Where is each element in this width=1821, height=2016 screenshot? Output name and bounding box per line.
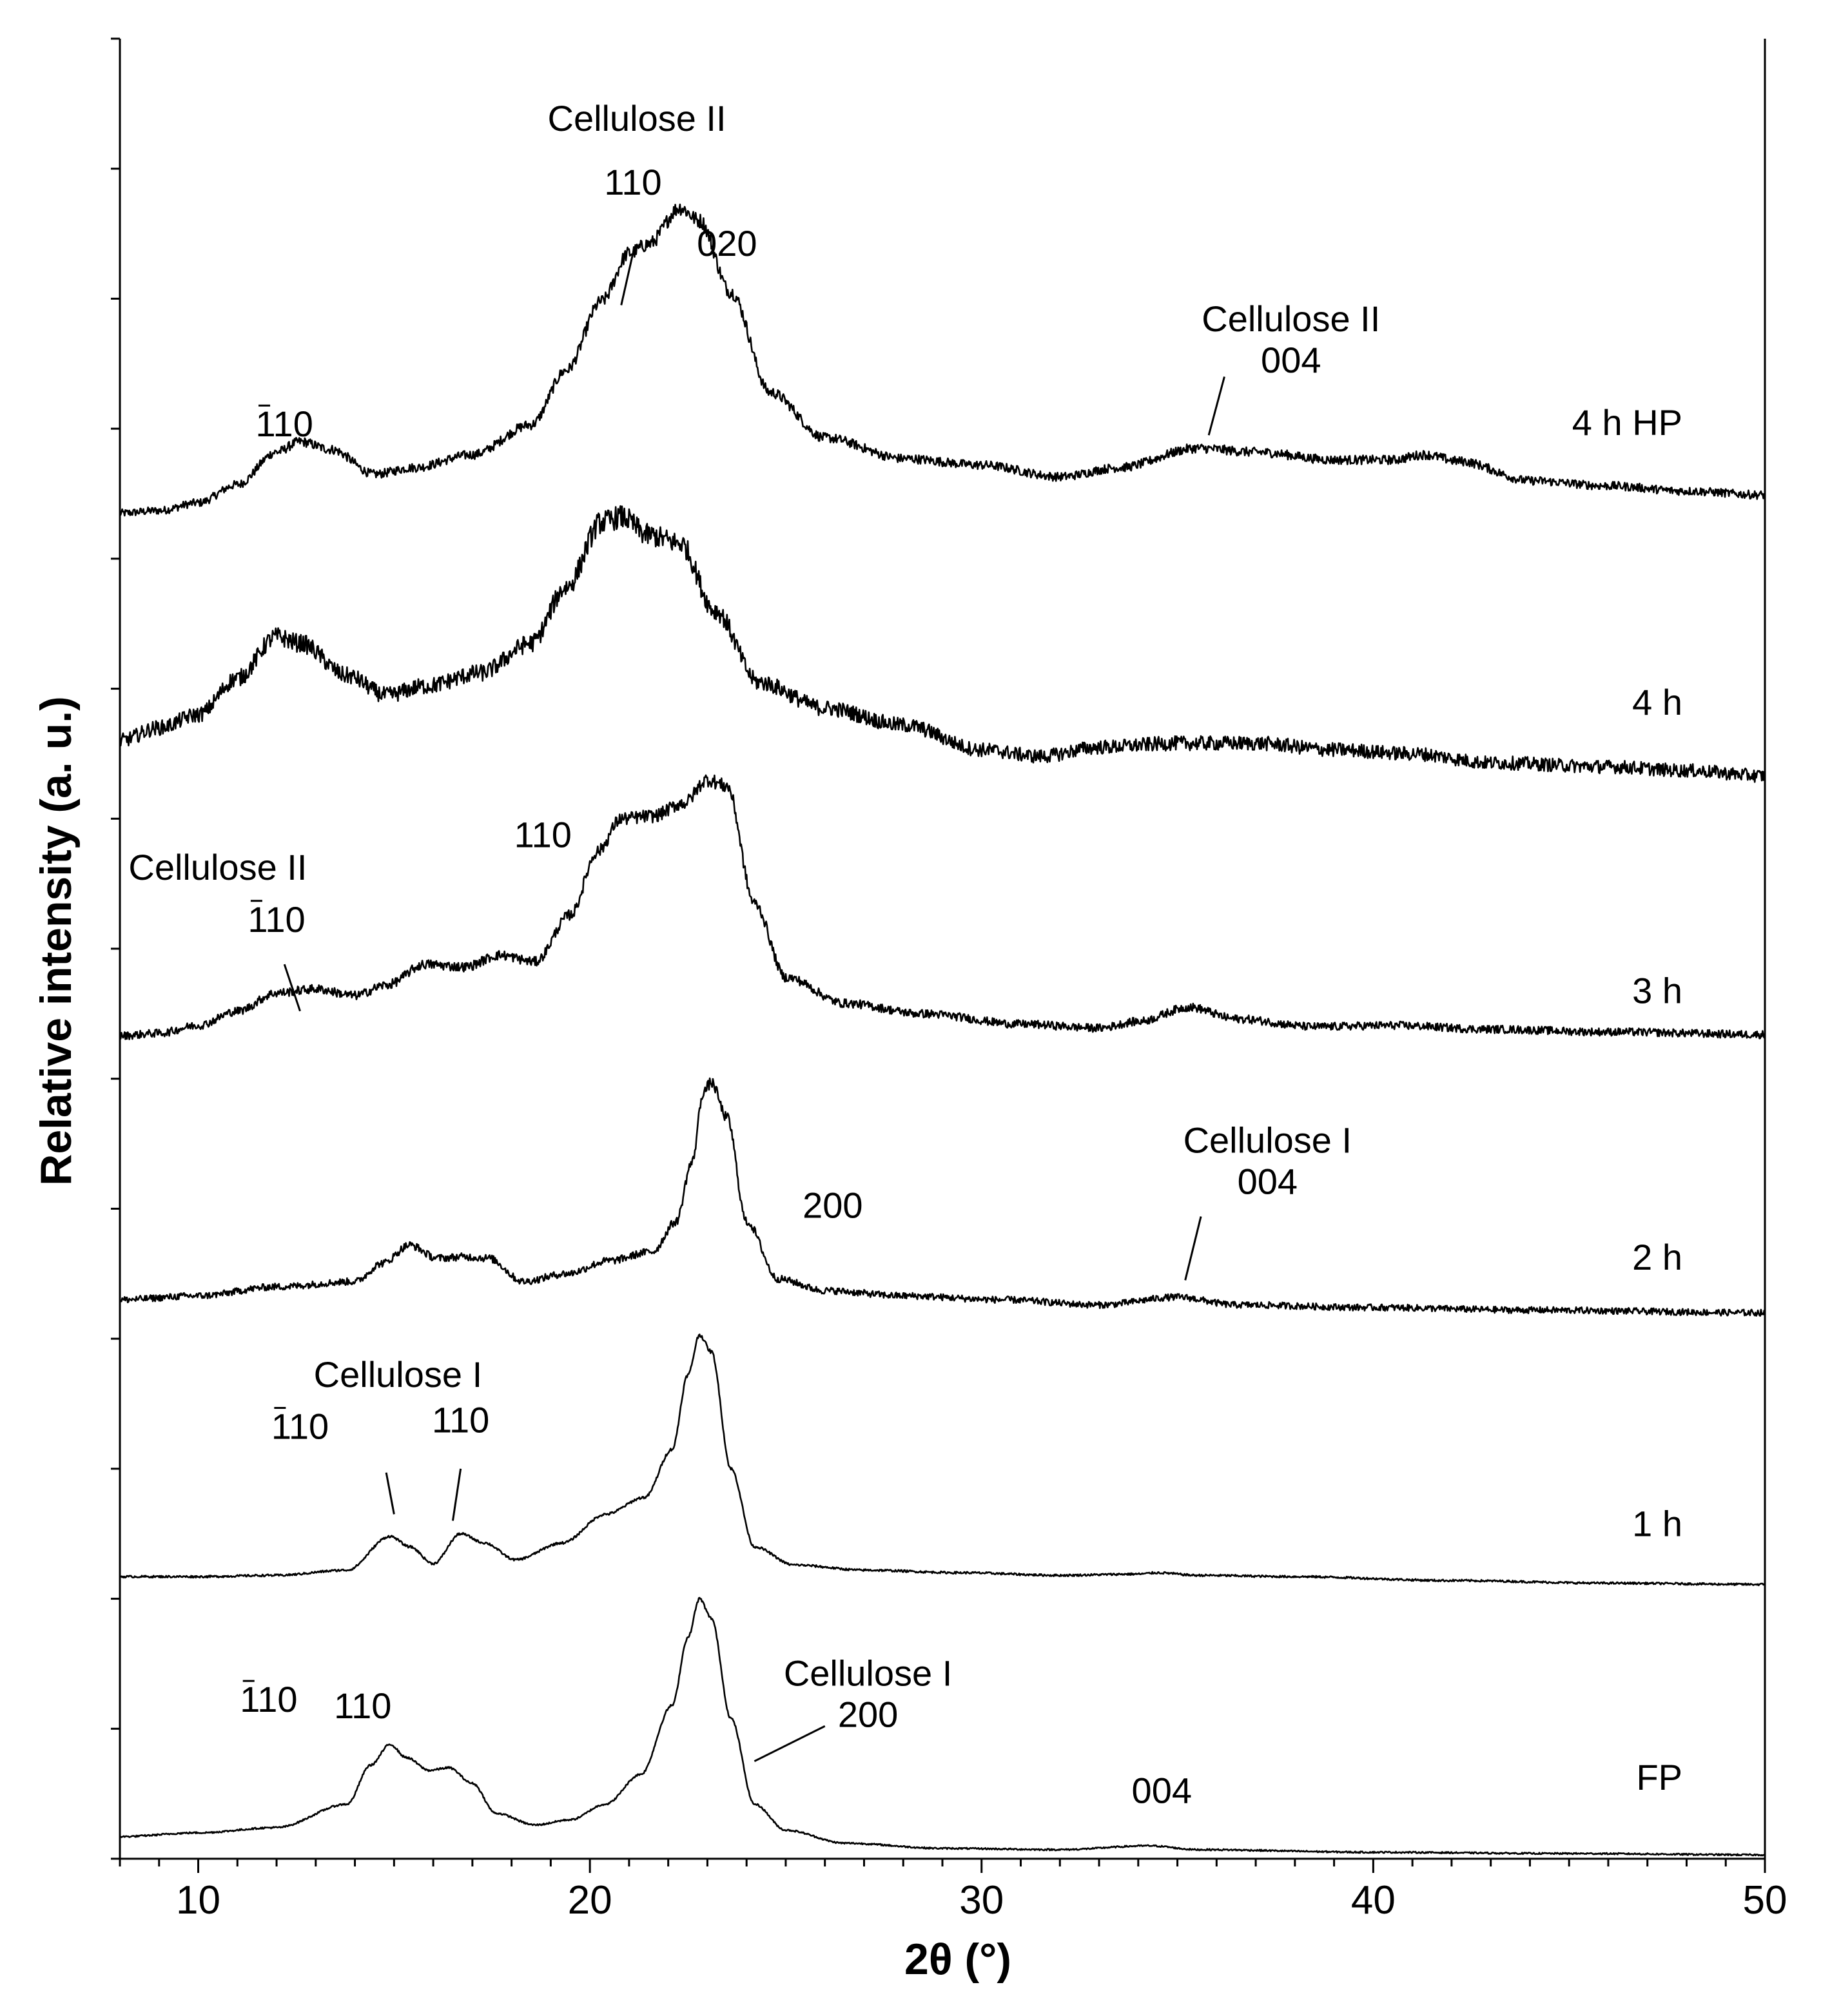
peak-annotation: Cellulose I	[1183, 1120, 1352, 1161]
peak-annotation: Cellulose I	[784, 1653, 952, 1694]
series-line-5	[119, 1596, 1766, 1857]
overbar-digit: 1	[240, 1679, 258, 1720]
y-axis-title: Relative intensity (a. u.)	[32, 696, 81, 1186]
peak-annotation: 004	[1132, 1770, 1192, 1810]
peak-annotation: 110	[256, 403, 313, 444]
y-axis-ticks	[111, 37, 120, 1860]
x-tick-label: 30	[959, 1878, 1004, 1923]
overbar-digit: 1	[256, 403, 275, 444]
x-axis-title: 2θ (°)	[904, 1935, 1011, 1984]
x-tick-label: 20	[568, 1878, 612, 1923]
x-axis-ticks: 10 20 30 40 50	[119, 1859, 1787, 1923]
series-label: 4 h	[1632, 682, 1682, 722]
series-label: 1 h	[1632, 1504, 1682, 1544]
x-tick-label: 10	[176, 1878, 220, 1923]
peak-annotation: 110	[248, 899, 305, 940]
leader-line	[754, 1725, 826, 1763]
peak-annotation: 004	[1261, 340, 1321, 380]
plot-frame	[119, 39, 1766, 1860]
series-line-0	[119, 203, 1766, 517]
leader-line	[283, 964, 301, 1012]
peak-annotation: 110	[271, 1406, 329, 1446]
annotation-leaders	[283, 253, 1225, 1763]
series-line-4	[119, 1333, 1766, 1587]
series-label: FP	[1636, 1757, 1682, 1798]
series-label: 3 h	[1632, 971, 1682, 1011]
series-line-1	[119, 505, 1766, 783]
series-labels: 4 h HP 4 h 3 h 2 h 1 h FP	[1572, 402, 1682, 1798]
leader-line	[1207, 376, 1225, 436]
peak-annotation: Cellulose I	[314, 1354, 482, 1395]
overbar-digit: 1	[271, 1406, 290, 1446]
leader-line	[1184, 1216, 1202, 1281]
x-tick-label: 40	[1351, 1878, 1396, 1923]
peak-annotation: 200	[838, 1694, 898, 1735]
peak-annotation: Cellulose II	[1202, 298, 1380, 339]
peak-annotation: 004	[1238, 1161, 1298, 1202]
peak-annotation: 020	[697, 223, 757, 264]
leader-line	[620, 253, 634, 305]
peak-annotation: 110	[514, 815, 572, 855]
series-label: 4 h HP	[1572, 402, 1682, 443]
peak-annotation: 200	[803, 1185, 862, 1226]
peak-annotation: Cellulose II	[548, 98, 726, 139]
series-line-2	[119, 774, 1766, 1040]
leader-line	[451, 1468, 462, 1521]
peak-annotation: 110	[432, 1399, 489, 1440]
overbar-digit: 1	[248, 899, 266, 940]
series-label: 2 h	[1632, 1237, 1682, 1277]
peak-annotation: 110	[604, 162, 661, 202]
leader-line	[385, 1472, 395, 1515]
x-tick-label: 50	[1743, 1878, 1787, 1923]
peak-annotation: 110	[240, 1679, 297, 1720]
peak-annotation: 110	[334, 1685, 391, 1726]
series-group	[119, 203, 1766, 1857]
peak-annotation: Cellulose II	[128, 847, 307, 887]
series-line-3	[119, 1077, 1766, 1317]
